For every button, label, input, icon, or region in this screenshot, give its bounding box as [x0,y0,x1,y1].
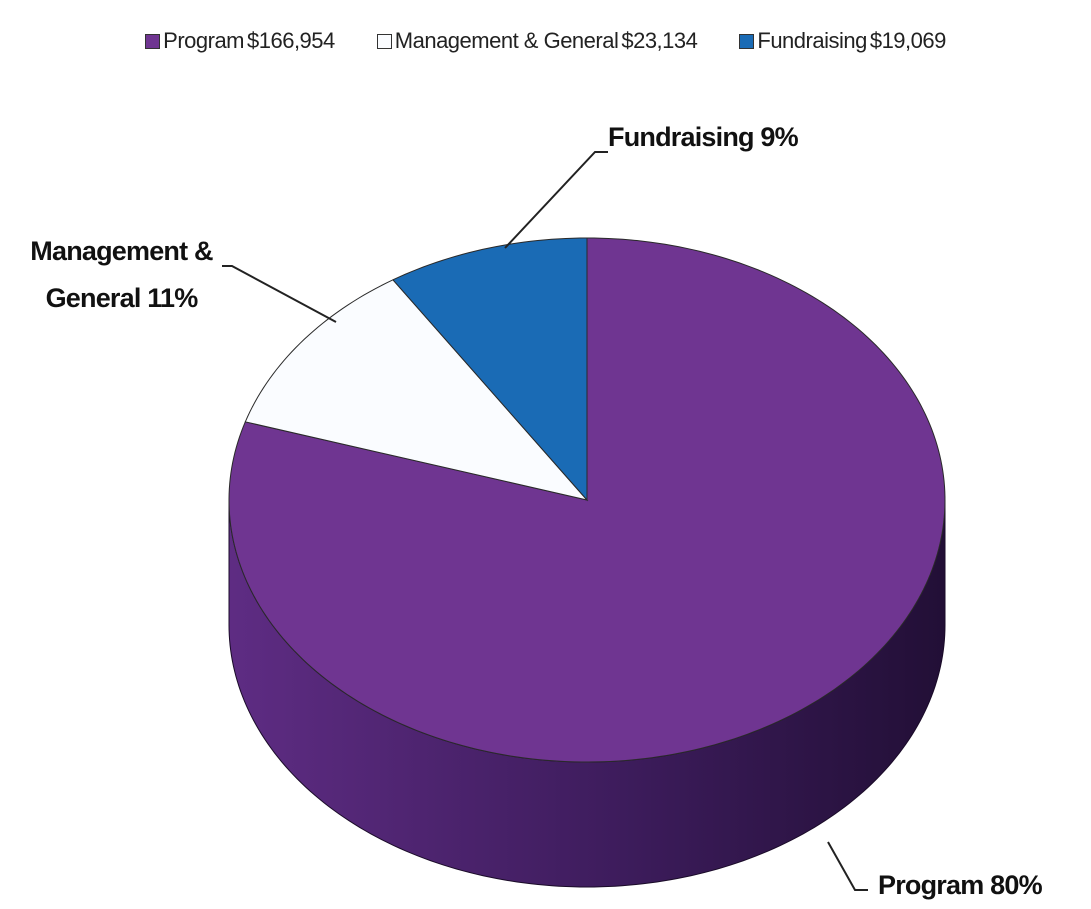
legend-value: $23,134 [621,28,698,53]
legend-value: $166,954 [247,28,335,53]
leader-line [827,841,868,891]
data-label-name: Management & General [30,236,213,314]
pie-slice [392,237,588,502]
data-label: Program 80% [878,862,1091,909]
pie-top [228,237,946,763]
legend-swatch [145,33,161,49]
legend-item: Fundraising $19,069 [739,28,947,54]
leader-lines [222,151,868,891]
data-label: Fundraising 9% [608,114,868,161]
data-label-percent: 9% [760,122,798,152]
legend-swatch [376,33,392,49]
legend-swatch [739,33,755,49]
legend-value: $19,069 [869,28,947,53]
leader-line [222,265,337,323]
legend-name: Fundraising [757,28,867,53]
data-label-name: Program [878,870,984,900]
data-label-name: Fundraising [608,122,755,152]
legend-item: Management & General $23,134 [376,28,698,54]
pie-slice [244,279,589,501]
leader-line [504,151,608,249]
legend: Program $166,954 Management & General $23,1… [0,28,1091,54]
data-label: Management & General 11% [14,228,229,323]
legend-item: Program $166,954 [145,28,335,54]
data-label-percent: 80% [990,870,1042,900]
legend-name: Management & General [394,28,619,53]
data-label-percent: 11% [147,283,198,314]
legend-name: Program [163,28,244,53]
